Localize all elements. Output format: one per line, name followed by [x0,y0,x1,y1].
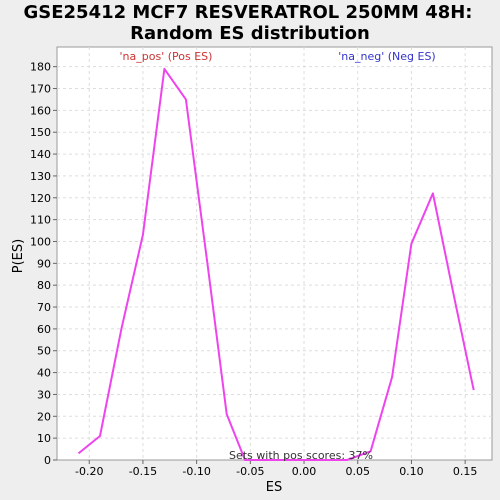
pos-scores-annotation: Sets with pos scores: 37% [229,449,373,462]
plot-area [56,46,493,461]
y-tick-label: 40 [37,367,51,380]
x-tick-label: 0.10 [399,465,424,478]
y-tick-label: 30 [37,388,51,401]
x-tick-label: -0.10 [182,465,210,478]
y-tick-label: 150 [30,126,51,139]
y-tick-label: 80 [37,279,51,292]
y-tick-label: 50 [37,345,51,358]
y-tick-label: 130 [30,170,51,183]
y-tick-label: 140 [30,148,51,161]
series-line-0 [77,67,475,461]
x-tick-label: 0.00 [292,465,317,478]
y-tick-label: 0 [44,454,51,467]
y-tick-label: 180 [30,61,51,74]
x-axis-ticks: -0.20 -0.15 -0.10 -0.05 0.00 0.05 0.10 0.15 [75,460,477,478]
y-tick-label: 20 [37,410,51,423]
y-tick-label: 100 [30,235,51,248]
grid [57,47,492,460]
y-tick-label: 60 [37,323,51,336]
y-axis-label: P(ES) [11,239,26,273]
x-tick-label: -0.20 [75,465,103,478]
y-tick-label: 170 [30,83,51,96]
x-tick-label: -0.05 [236,465,264,478]
x-tick-label: -0.15 [129,465,157,478]
y-tick-label: 110 [30,214,51,227]
y-tick-label: 90 [37,257,51,270]
series-group [77,67,475,461]
y-tick-label: 120 [30,192,51,205]
chart-title-line-2: Random ES distribution [130,23,370,44]
y-tick-label: 10 [37,432,51,445]
y-axis-ticks: 0 10 20 30 40 50 60 70 80 90 100 110 120 130 140 150 160… [30,61,57,467]
x-tick-label: 0.15 [453,465,478,478]
legend-pos: 'na_pos' (Pos ES) [120,50,213,63]
y-tick-label: 160 [30,104,51,117]
chart-title-line-1: GSE25412 MCF7 RESVERATROL 250MM 48H: [23,2,472,23]
legend-neg: 'na_neg' (Neg ES) [338,50,435,63]
y-tick-label: 70 [37,301,51,314]
x-axis-label: ES [266,480,282,495]
x-tick-label: 0.05 [345,465,370,478]
